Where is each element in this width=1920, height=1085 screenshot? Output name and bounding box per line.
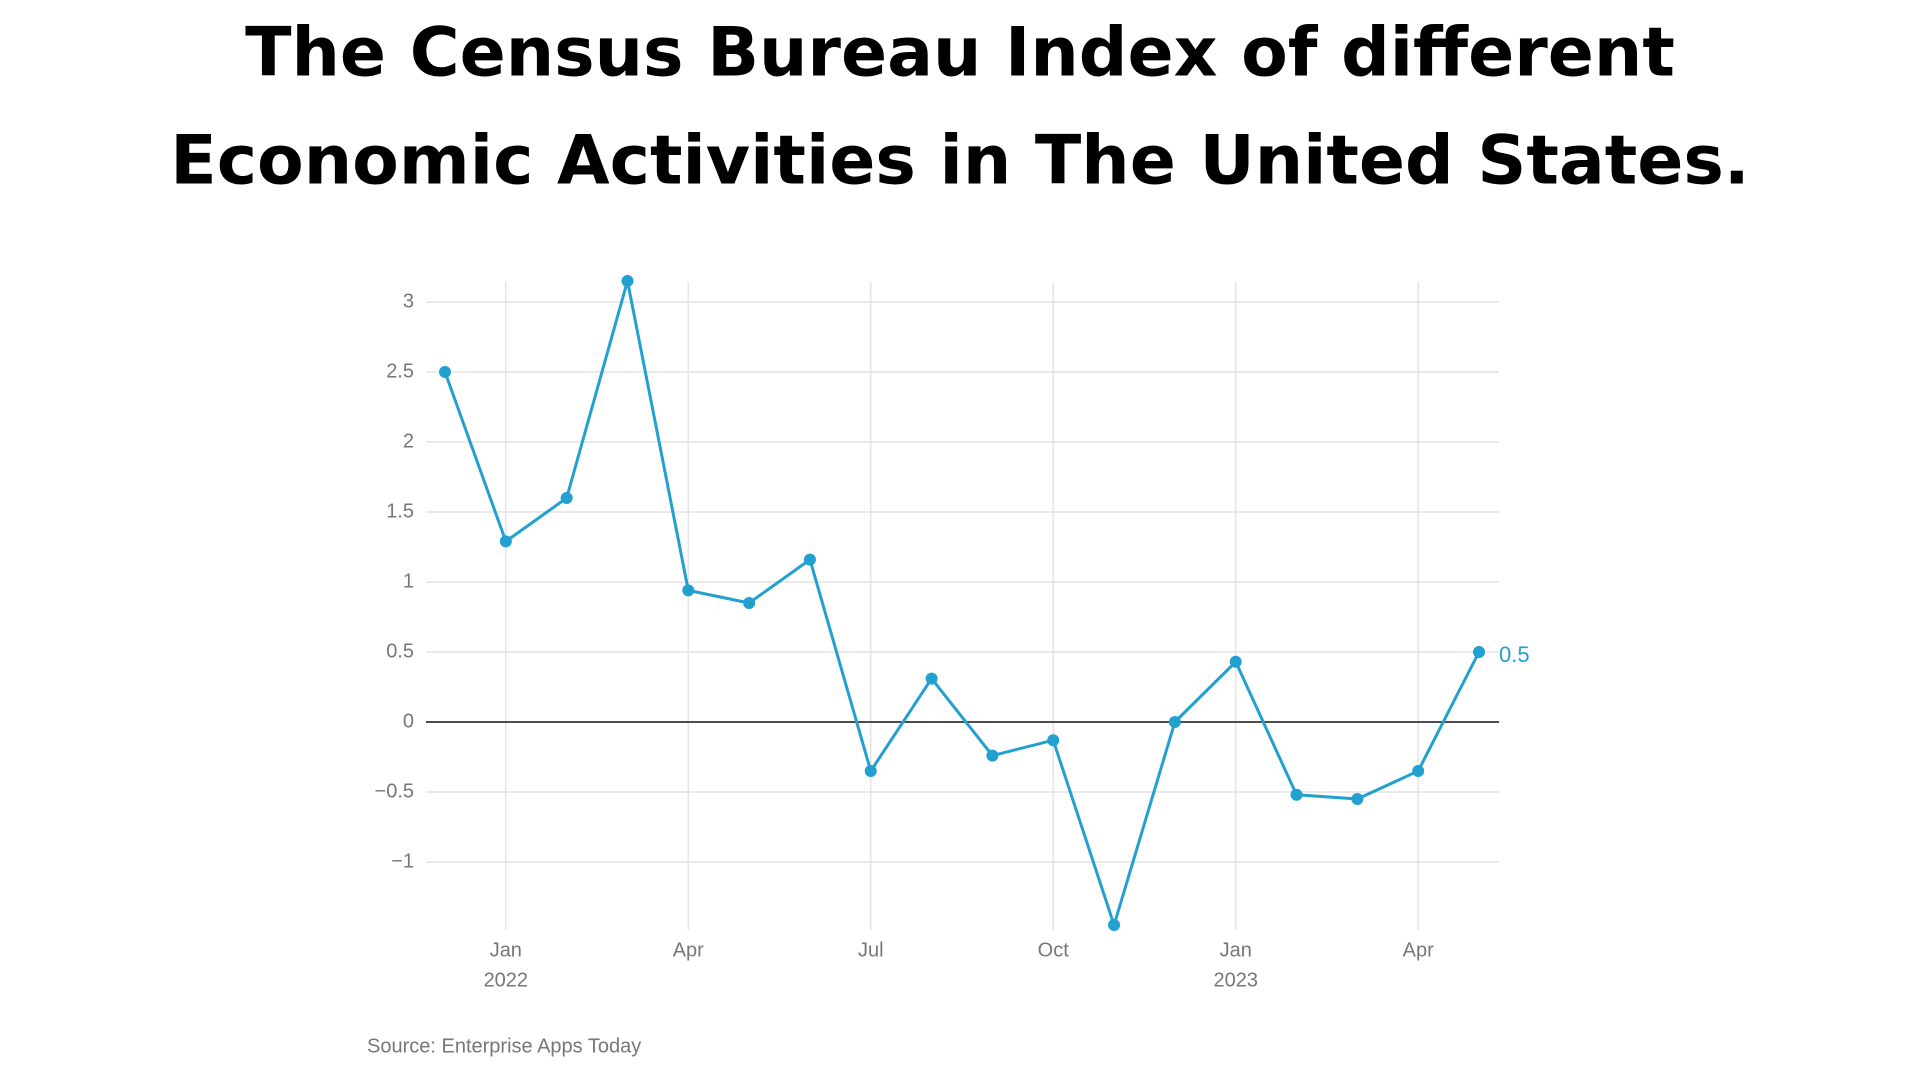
point	[864, 765, 877, 777]
y-tick-label: −1	[391, 850, 414, 872]
point	[560, 492, 573, 504]
y-tick-label: 3	[403, 290, 414, 312]
point	[803, 553, 816, 566]
y-tick-label: 2	[403, 430, 414, 452]
point	[1351, 793, 1364, 805]
point	[621, 275, 634, 287]
y-tick-label: 1	[403, 570, 414, 592]
y-tick-label: 1.5	[386, 500, 414, 522]
x-tick-label: Oct	[1038, 939, 1070, 961]
point	[682, 584, 695, 597]
point	[439, 366, 451, 378]
x-tick-label: Apr	[1403, 939, 1434, 961]
point	[925, 672, 938, 685]
point	[499, 535, 512, 548]
point	[1473, 646, 1485, 658]
point	[1229, 655, 1242, 668]
value-label: 0.5	[1499, 642, 1530, 667]
point	[1108, 919, 1121, 931]
point	[1412, 765, 1425, 777]
y-tick-label: 2.5	[386, 360, 414, 382]
x-tick-year: 2023	[1213, 969, 1258, 991]
x-tick-label: Jan	[1220, 939, 1252, 961]
x-tick-label: Jul	[858, 939, 884, 961]
y-tick-label: 0.5	[386, 640, 414, 662]
point	[986, 749, 999, 762]
y-tick-label: −0.5	[375, 780, 414, 802]
point	[743, 597, 756, 609]
x-tick-label: Jan	[490, 939, 522, 961]
y-tick-label: 0	[403, 710, 414, 732]
point	[1290, 788, 1303, 801]
point	[1047, 734, 1060, 747]
x-tick-label: Apr	[673, 939, 704, 961]
line	[443, 279, 1481, 927]
x-tick-year: 2022	[484, 969, 529, 991]
point	[1168, 716, 1181, 728]
chart-title: Economic Activities in The United States…	[170, 122, 1749, 201]
source-note: Source: Enterprise Apps Today	[367, 1035, 641, 1057]
chart-title: The Census Bureau Index of different	[245, 14, 1675, 93]
